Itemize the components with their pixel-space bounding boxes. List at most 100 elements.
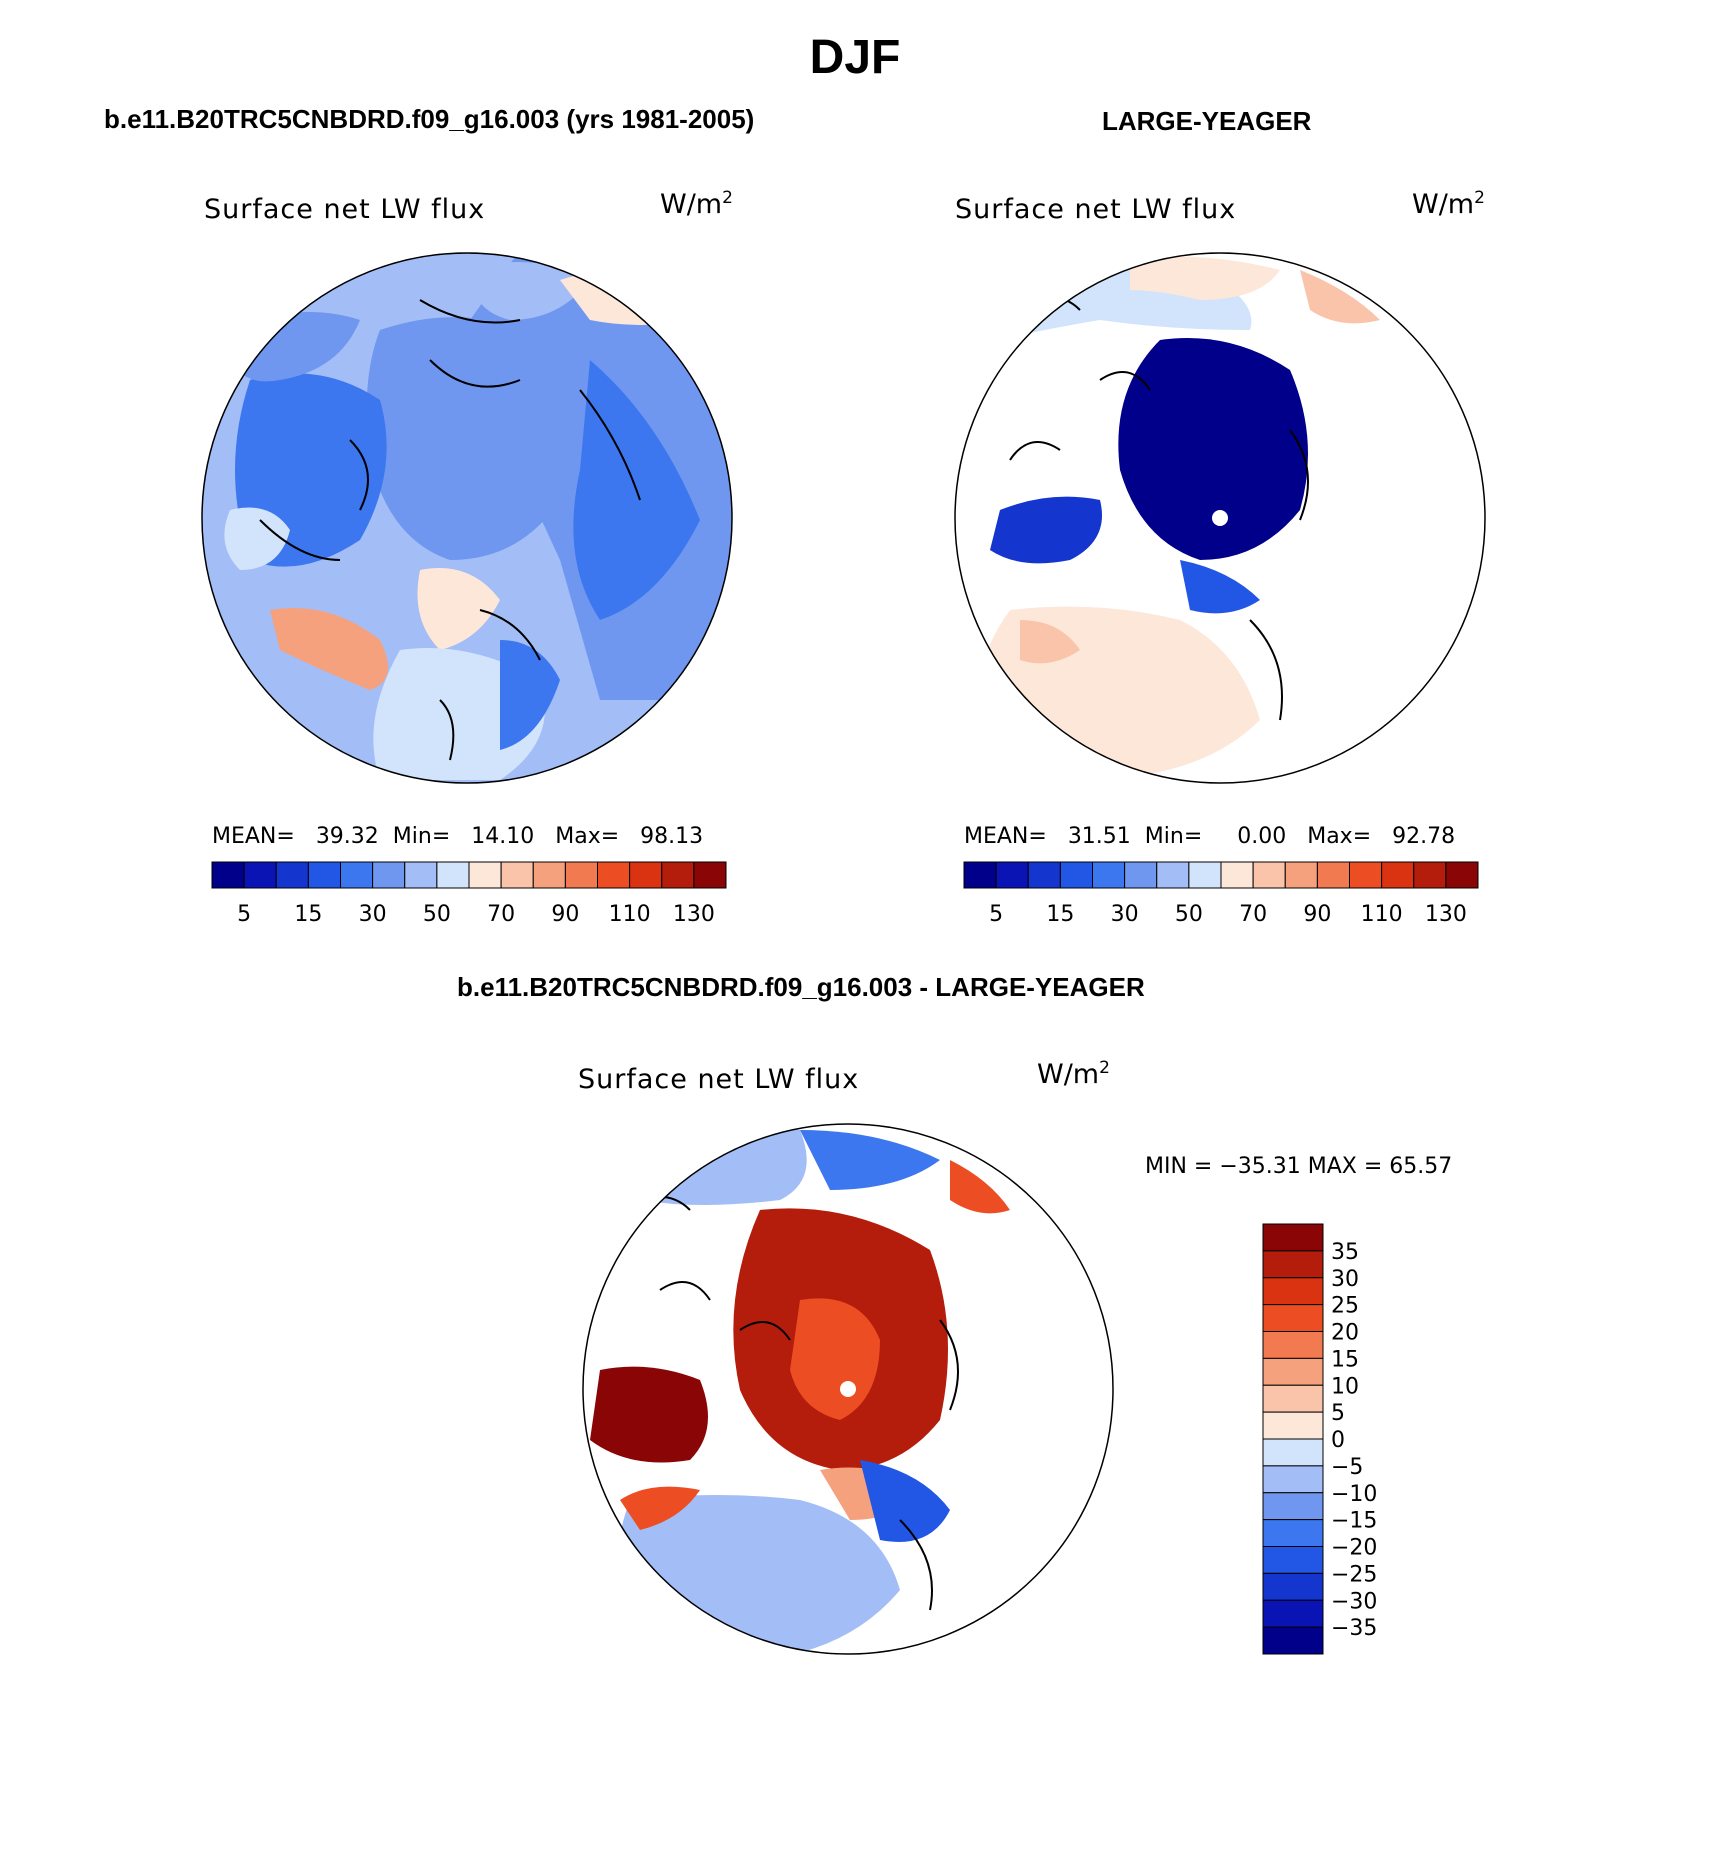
colorbar2-swatch <box>1349 861 1383 889</box>
colorbar1-swatch <box>307 861 341 889</box>
colorbar1-tick-label: 110 <box>609 902 651 927</box>
colorbar3-tick-label: −20 <box>1331 1536 1377 1561</box>
map1 <box>202 253 732 783</box>
colorbar1: 5 15 30 50 70 90 110 130 <box>211 861 727 927</box>
map3-field-bering-cold <box>800 1130 940 1190</box>
colorbar3-tick-label: −25 <box>1331 1562 1377 1587</box>
colorbar3-tick-label: 10 <box>1331 1374 1359 1399</box>
colorbar1-swatch <box>372 861 406 889</box>
colorbar2-swatch <box>1381 861 1415 889</box>
map1-field-arctic <box>366 317 567 560</box>
colorbar1-swatch <box>404 861 438 889</box>
colorbar2-swatch <box>1092 861 1126 889</box>
colorbar2: 5 15 30 50 70 90 110 130 <box>963 861 1479 927</box>
colorbar1-swatch <box>275 861 309 889</box>
colorbar2-swatch <box>1284 861 1318 889</box>
panel1-stats: MEAN= 39.32 Min= 14.10 Max= 98.13 <box>212 824 704 849</box>
map1-coastlines <box>259 299 641 761</box>
panel1-units: W/m2 <box>660 188 733 220</box>
colorbar3-swatch <box>1262 1250 1324 1279</box>
colorbar1-tick-label: 90 <box>551 902 579 927</box>
map3-field-alaska-warm <box>950 1160 1010 1214</box>
colorbar2-tick-label: 110 <box>1361 902 1403 927</box>
map2-field-atlantic-edge <box>1180 560 1260 614</box>
colorbar3-swatch <box>1262 1626 1324 1655</box>
colorbar2-swatch <box>1059 861 1093 889</box>
colorbar1-swatch <box>661 861 695 889</box>
map3-pole-marker <box>840 1381 856 1397</box>
colorbar2-swatch <box>1252 861 1286 889</box>
colorbar3-swatch <box>1262 1223 1324 1252</box>
map3-field-archipelago <box>590 1366 708 1463</box>
panel2-variable-label: Surface net LW flux <box>955 194 1237 225</box>
colorbar3-swatch <box>1262 1384 1324 1413</box>
colorbar3-tick-label: 25 <box>1331 1294 1359 1319</box>
panel1-variable-label: Surface net LW flux <box>204 194 486 225</box>
map3-field-north-pacific-cool <box>630 1128 807 1205</box>
colorbar1-swatch <box>468 861 502 889</box>
colorbar1-tick-label: 5 <box>237 902 251 927</box>
map3-field-nordic-cold <box>860 1460 950 1542</box>
map2-pole-marker <box>1212 510 1228 526</box>
map1-field-northeast <box>470 262 590 320</box>
colorbar2-tick-label: 70 <box>1239 902 1267 927</box>
colorbar3-swatch <box>1262 1304 1324 1332</box>
colorbar2-tick-label: 90 <box>1303 902 1331 927</box>
colorbar2-swatch <box>1316 861 1350 889</box>
colorbar2-swatch <box>1188 861 1222 889</box>
map3 <box>583 1124 1113 1654</box>
colorbar3-tick-label: −5 <box>1331 1455 1363 1480</box>
colorbar3-swatch <box>1262 1438 1324 1467</box>
colorbar3-swatch <box>1262 1411 1324 1440</box>
colorbar1-tick-label: 130 <box>673 902 715 927</box>
panel2-case-title: LARGE-YEAGER <box>1102 106 1312 136</box>
colorbar3-tick-label: −35 <box>1331 1616 1377 1641</box>
colorbar2-swatch <box>1220 861 1254 889</box>
colorbar1-swatch <box>532 861 566 889</box>
colorbar3-tick-label: 0 <box>1331 1428 1345 1453</box>
colorbar2-swatch <box>995 861 1029 889</box>
panel2-stats: MEAN= 31.51 Min= 0.00 Max= 92.78 <box>964 824 1456 849</box>
map2-field-bering-warm <box>1130 256 1280 300</box>
colorbar3-swatch <box>1262 1465 1324 1494</box>
colorbar3-tick-label: −15 <box>1331 1509 1377 1534</box>
map2-field-labrador-warm <box>1020 620 1080 664</box>
map3-coastlines <box>639 1195 959 1611</box>
colorbar3-tick-label: 5 <box>1331 1401 1345 1426</box>
map3-field-margin-warm <box>620 1486 700 1530</box>
colorbar3-swatch <box>1262 1546 1324 1574</box>
panel3-units: W/m2 <box>1037 1058 1110 1090</box>
colorbar2-tick-label: 130 <box>1425 902 1467 927</box>
colorbar1-tick-label: 50 <box>423 902 451 927</box>
colorbar2-swatch <box>1445 861 1479 889</box>
map1-boundary <box>201 252 733 784</box>
colorbar2-tick-label: 30 <box>1111 902 1139 927</box>
colorbar2-swatch <box>1156 861 1190 889</box>
colorbar3-swatch <box>1262 1277 1324 1306</box>
panel1-case-title: b.e11.B20TRC5CNBDRD.f09_g16.003 (yrs 198… <box>104 104 755 134</box>
colorbar1-tick-label: 30 <box>359 902 387 927</box>
panel2-units: W/m2 <box>1412 188 1485 220</box>
map1-field-greenland <box>224 507 290 570</box>
colorbar1-swatch <box>629 861 663 889</box>
colorbar3-tick-label: 20 <box>1331 1321 1359 1346</box>
map2-field-alaska-warm <box>1300 270 1380 324</box>
map2-field-archipelago <box>990 496 1102 564</box>
colorbar3-swatch <box>1262 1599 1324 1628</box>
figure-title: DJF <box>809 31 901 84</box>
colorbar2-tick-label: 5 <box>989 902 1003 927</box>
colorbar1-swatch <box>564 861 598 889</box>
colorbar3-tick-label: 15 <box>1331 1347 1359 1372</box>
map2 <box>955 253 1485 783</box>
panel3-variable-label: Surface net LW flux <box>578 1064 860 1095</box>
colorbar2-swatch <box>1124 861 1158 889</box>
colorbar3-tick-label: −10 <box>1331 1482 1377 1507</box>
map1-field-labrador-warm <box>270 608 388 690</box>
colorbar1-swatch <box>597 861 631 889</box>
colorbar3-swatch <box>1262 1572 1324 1601</box>
colorbar3-tick-label: −30 <box>1331 1589 1377 1614</box>
colorbar3-swatch <box>1262 1357 1324 1386</box>
panel3-case-title: b.e11.B20TRC5CNBDRD.f09_g16.003 - LARGE-… <box>457 972 1145 1002</box>
colorbar1-swatch <box>211 861 245 889</box>
